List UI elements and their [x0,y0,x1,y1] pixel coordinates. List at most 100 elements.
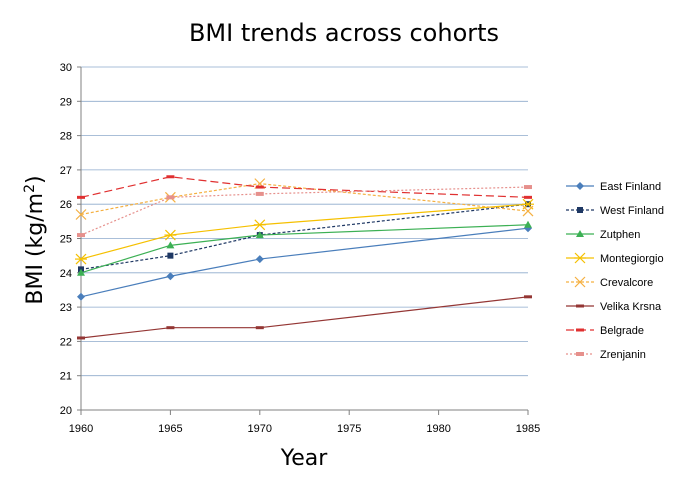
legend-item-belgrade: Belgrade [566,325,644,337]
y-tick-label: 20 [60,405,72,417]
data-point [255,255,264,264]
data-point [524,185,532,190]
legend-item-east-finland: East Finland [566,181,661,193]
marker-stroke [574,252,586,264]
series-zrenjanin [77,185,532,238]
y-axis-title-main: BMI (kg/m [23,193,48,305]
legend-marker [576,352,584,356]
y-tick-label: 22 [60,336,72,348]
data-point [75,253,87,265]
marker-stroke [164,229,176,241]
series-zutphen [77,220,532,276]
x-tick-label: 1960 [69,423,93,435]
series-line [80,186,529,236]
legend-label: West Finland [600,205,664,217]
legend: East Finland West Finland Zutphen Montegior… [566,181,664,361]
data-point [164,229,177,241]
data-point [524,195,532,199]
series-velika-krsna [77,295,532,340]
legend-label: Zutphen [600,229,640,241]
y-axis-title-superscript: 2 [22,184,38,193]
chart-title: BMI trends across cohorts [189,19,499,47]
marker-stroke [75,253,87,265]
data-point [524,295,532,299]
series-belgrade [77,175,532,199]
data-point [166,195,175,200]
legend-marker [574,276,586,288]
data-point [77,268,85,276]
legend-marker [576,328,584,332]
data-point [77,195,85,199]
legend-item-zutphen: Zutphen [566,229,640,241]
series-line [80,227,529,298]
y-tick-label: 24 [60,268,72,280]
series-montegiorgio [75,198,534,265]
legend-item-west-finland: West Finland [566,205,664,217]
data-point [77,292,85,301]
data-point [255,231,264,239]
y-tick-label: 21 [60,371,72,383]
marker-stroke [75,209,87,220]
y-tick-label: 26 [60,199,72,211]
x-tick-label: 1975 [337,423,361,435]
series-line [80,203,529,270]
y-tick-label: 30 [60,62,72,74]
legend-marker [576,304,584,308]
legend-label: Montegiorgio [600,253,664,265]
data-point [255,191,264,196]
y-axis-title-end: ) [23,175,48,184]
x-tick-label: 1965 [158,423,182,435]
y-tick-label: 25 [60,234,72,246]
data-point [255,185,264,189]
series-west-finland [78,201,531,273]
x-axis-title: Year [280,446,329,471]
y-tick-label: 29 [60,96,72,108]
series-line [80,183,529,216]
legend-marker [576,182,584,190]
data-point [524,220,532,228]
series-line [80,203,529,260]
legend-item-zrenjanin: Zrenjanin [566,349,646,361]
legend-label: Velika Krsna [600,301,662,313]
data-point [166,326,175,330]
legend-item-crevalcore: Crevalcore [566,276,653,289]
y-tick-label: 27 [60,165,72,177]
legend-marker [576,230,584,237]
x-tick-label: 1980 [426,423,450,435]
marker-stroke [574,276,586,288]
legend-item-montegiorgio: Montegiorgio [566,252,664,265]
data-point [75,209,87,220]
series-line [80,296,529,339]
data-point [522,205,534,217]
legend-label: Belgrade [600,325,644,337]
data-point [255,326,264,330]
legend-label: Zrenjanin [600,349,646,361]
axis-layer: 20 21 22 23 24 25 26 27 28 29 30 1960 1965 1970 1975 19… [60,62,540,435]
series-line [80,224,529,274]
data-point [166,241,175,249]
series-layer [75,175,534,340]
legend-label: Crevalcore [600,277,653,289]
series-crevalcore [75,178,534,220]
legend-marker [574,252,586,264]
data-point [77,336,85,340]
data-point [77,233,85,238]
marker-stroke [254,219,266,231]
x-tick-label: 1970 [248,423,272,435]
y-axis-title: BMI (kg/m2) [22,175,48,304]
series-line [80,176,529,198]
data-point [253,219,266,231]
data-point [166,175,175,179]
data-point [167,252,174,259]
y-tick-label: 23 [60,302,72,314]
marker-stroke [522,205,534,217]
series-east-finland [77,224,532,301]
legend-label: East Finland [600,181,661,193]
x-tick-label: 1985 [516,423,540,435]
legend-marker [577,207,583,213]
y-tick-label: 28 [60,131,72,143]
legend-item-velika-krsna: Velika Krsna [566,301,662,313]
data-point [166,272,175,281]
